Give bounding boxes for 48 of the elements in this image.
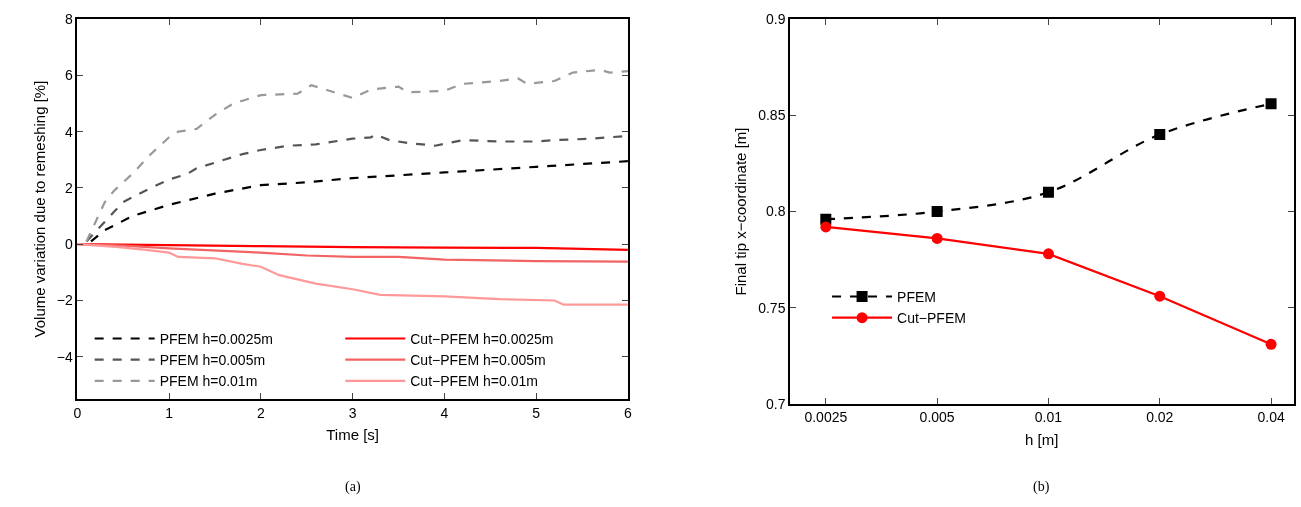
x-tick-label: 4 bbox=[440, 404, 449, 421]
text: (b) bbox=[1033, 479, 1050, 495]
legend-label: Cut−PFEM h=0.01m bbox=[410, 373, 538, 390]
y-tick-label: 0.7 bbox=[765, 395, 786, 412]
line-series bbox=[85, 68, 628, 243]
point bbox=[931, 232, 943, 244]
text: (a) bbox=[345, 479, 361, 495]
y-tick-label: 0.9 bbox=[765, 11, 786, 28]
x-tick-label: 0.005 bbox=[919, 409, 955, 426]
point bbox=[1265, 98, 1277, 110]
point bbox=[1154, 290, 1166, 302]
point bbox=[931, 206, 943, 218]
x-tick-label: 5 bbox=[532, 404, 541, 421]
y-axis-title: Final tip x−coordinate [m] bbox=[731, 127, 749, 296]
y-tick-label: 0 bbox=[64, 236, 73, 253]
legend-label: PFEM bbox=[897, 288, 936, 305]
y-tick-label: 0.75 bbox=[758, 299, 786, 316]
point bbox=[1265, 338, 1277, 350]
legend-label: Cut−PFEM bbox=[897, 310, 966, 327]
y-tick-label: −4 bbox=[56, 348, 73, 365]
y-tick-label: 6 bbox=[64, 67, 73, 84]
x-tick-label: 2 bbox=[256, 404, 265, 421]
y-axis-title: Volume variation due to remeshing [%] bbox=[30, 80, 48, 338]
legend-label: Cut−PFEM h=0.005m bbox=[410, 352, 546, 369]
x-tick-label: 0.04 bbox=[1257, 409, 1285, 426]
x-tick-label: 0.01 bbox=[1034, 409, 1063, 426]
point bbox=[1042, 248, 1054, 260]
x-tick-label: 0.02 bbox=[1146, 409, 1174, 426]
y-tick-label: 4 bbox=[64, 123, 73, 140]
legend-label: PFEM h=0.0025m bbox=[159, 330, 273, 347]
legend-label: Cut−PFEM h=0.0025m bbox=[410, 330, 554, 347]
legend-label: PFEM h=0.005m bbox=[159, 352, 266, 369]
point bbox=[1042, 186, 1054, 198]
point bbox=[820, 221, 832, 233]
x-axis-title: h [m] bbox=[1025, 430, 1059, 448]
x-tick-label: 3 bbox=[348, 404, 357, 421]
line-series bbox=[77, 243, 628, 306]
point bbox=[1154, 129, 1166, 141]
x-tick-label: 0.0025 bbox=[804, 409, 848, 426]
x-axis-title: Time [s] bbox=[326, 426, 380, 444]
y-tick-label: −2 bbox=[56, 292, 73, 309]
y-tick-label: 8 bbox=[64, 11, 73, 28]
y-tick-label: 0.8 bbox=[765, 203, 786, 220]
x-tick-label: 6 bbox=[624, 404, 633, 421]
y-tick-label: 2 bbox=[64, 179, 73, 196]
y-tick-label: 0.85 bbox=[758, 107, 786, 124]
x-tick-label: 1 bbox=[165, 404, 174, 421]
legend-label: PFEM h=0.01m bbox=[159, 373, 258, 390]
